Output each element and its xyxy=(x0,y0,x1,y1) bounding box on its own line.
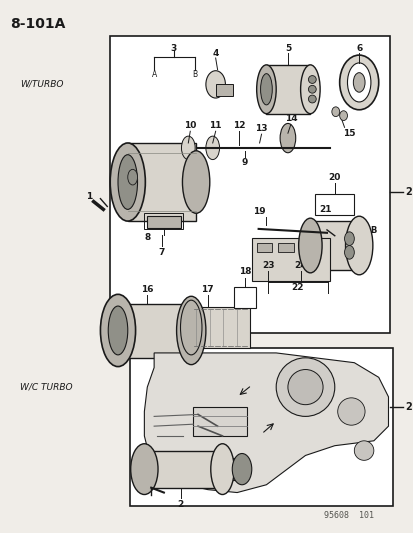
Ellipse shape xyxy=(308,76,316,83)
Ellipse shape xyxy=(287,369,322,405)
Text: 3: 3 xyxy=(170,44,176,53)
Ellipse shape xyxy=(280,124,295,153)
Bar xyxy=(129,348,392,506)
Text: 19: 19 xyxy=(253,207,265,216)
Bar xyxy=(314,194,354,215)
Ellipse shape xyxy=(131,444,158,495)
Ellipse shape xyxy=(180,300,202,355)
Text: 23: 23 xyxy=(261,261,274,270)
Bar xyxy=(128,143,196,221)
Text: W/TURBO: W/TURBO xyxy=(20,80,64,89)
Bar xyxy=(118,304,191,358)
Ellipse shape xyxy=(331,107,339,117)
Text: B: B xyxy=(370,227,376,236)
Polygon shape xyxy=(144,353,387,492)
Text: 14: 14 xyxy=(284,114,297,123)
Text: 4: 4 xyxy=(212,49,218,58)
Bar xyxy=(256,243,272,252)
Bar xyxy=(266,65,310,114)
Bar xyxy=(144,450,222,488)
Text: W/C TURBO: W/C TURBO xyxy=(20,383,73,392)
Text: 13: 13 xyxy=(255,124,267,133)
Bar xyxy=(147,216,181,228)
Text: 12: 12 xyxy=(232,121,245,130)
Ellipse shape xyxy=(176,296,205,365)
Text: 7: 7 xyxy=(158,248,165,257)
Text: 21: 21 xyxy=(318,205,330,214)
Text: 22: 22 xyxy=(291,283,303,292)
Text: B: B xyxy=(192,70,197,79)
Bar xyxy=(191,307,249,348)
Ellipse shape xyxy=(339,111,347,120)
Text: 15: 15 xyxy=(342,128,355,138)
Text: 6: 6 xyxy=(355,44,361,53)
Text: 24: 24 xyxy=(294,261,306,270)
Text: 8: 8 xyxy=(144,233,150,242)
Bar xyxy=(110,36,389,333)
Ellipse shape xyxy=(337,398,364,425)
Ellipse shape xyxy=(260,74,272,105)
Ellipse shape xyxy=(100,294,135,367)
Ellipse shape xyxy=(110,143,145,221)
Text: 11: 11 xyxy=(209,121,221,130)
Text: 18: 18 xyxy=(238,268,251,277)
Ellipse shape xyxy=(308,85,316,93)
Text: 2: 2 xyxy=(404,402,411,411)
Text: 20: 20 xyxy=(328,173,340,182)
Bar xyxy=(234,287,255,308)
Ellipse shape xyxy=(344,246,354,259)
Ellipse shape xyxy=(128,169,137,185)
Ellipse shape xyxy=(352,72,364,92)
Text: A: A xyxy=(151,70,157,79)
Ellipse shape xyxy=(182,151,209,213)
Ellipse shape xyxy=(339,55,378,110)
Bar xyxy=(251,238,329,281)
Ellipse shape xyxy=(344,232,354,246)
Ellipse shape xyxy=(118,155,137,209)
Text: 9: 9 xyxy=(241,158,247,167)
Ellipse shape xyxy=(205,136,219,159)
Text: 10: 10 xyxy=(184,121,196,130)
Ellipse shape xyxy=(210,444,234,495)
Text: 5: 5 xyxy=(284,44,290,53)
Ellipse shape xyxy=(345,216,372,275)
Ellipse shape xyxy=(232,454,251,484)
Text: 1: 1 xyxy=(85,192,92,201)
Ellipse shape xyxy=(354,441,373,461)
Bar xyxy=(144,213,183,229)
Text: 8-101A: 8-101A xyxy=(11,17,66,31)
Bar xyxy=(215,84,233,96)
Ellipse shape xyxy=(300,65,319,114)
Bar xyxy=(299,243,314,252)
Ellipse shape xyxy=(347,63,370,102)
Ellipse shape xyxy=(108,306,128,355)
Bar xyxy=(278,243,293,252)
Text: A: A xyxy=(116,148,123,157)
Ellipse shape xyxy=(298,218,321,273)
Ellipse shape xyxy=(181,136,195,159)
Bar xyxy=(310,221,358,270)
Text: 95608  101: 95608 101 xyxy=(323,512,373,521)
Ellipse shape xyxy=(308,95,316,103)
Text: 2: 2 xyxy=(404,187,411,197)
Text: 16: 16 xyxy=(141,285,153,294)
Ellipse shape xyxy=(205,71,225,98)
Ellipse shape xyxy=(256,65,275,114)
Bar xyxy=(220,458,242,480)
Text: 17: 17 xyxy=(201,285,214,294)
Ellipse shape xyxy=(275,358,334,416)
Bar xyxy=(193,407,246,436)
Text: 2: 2 xyxy=(177,500,183,509)
